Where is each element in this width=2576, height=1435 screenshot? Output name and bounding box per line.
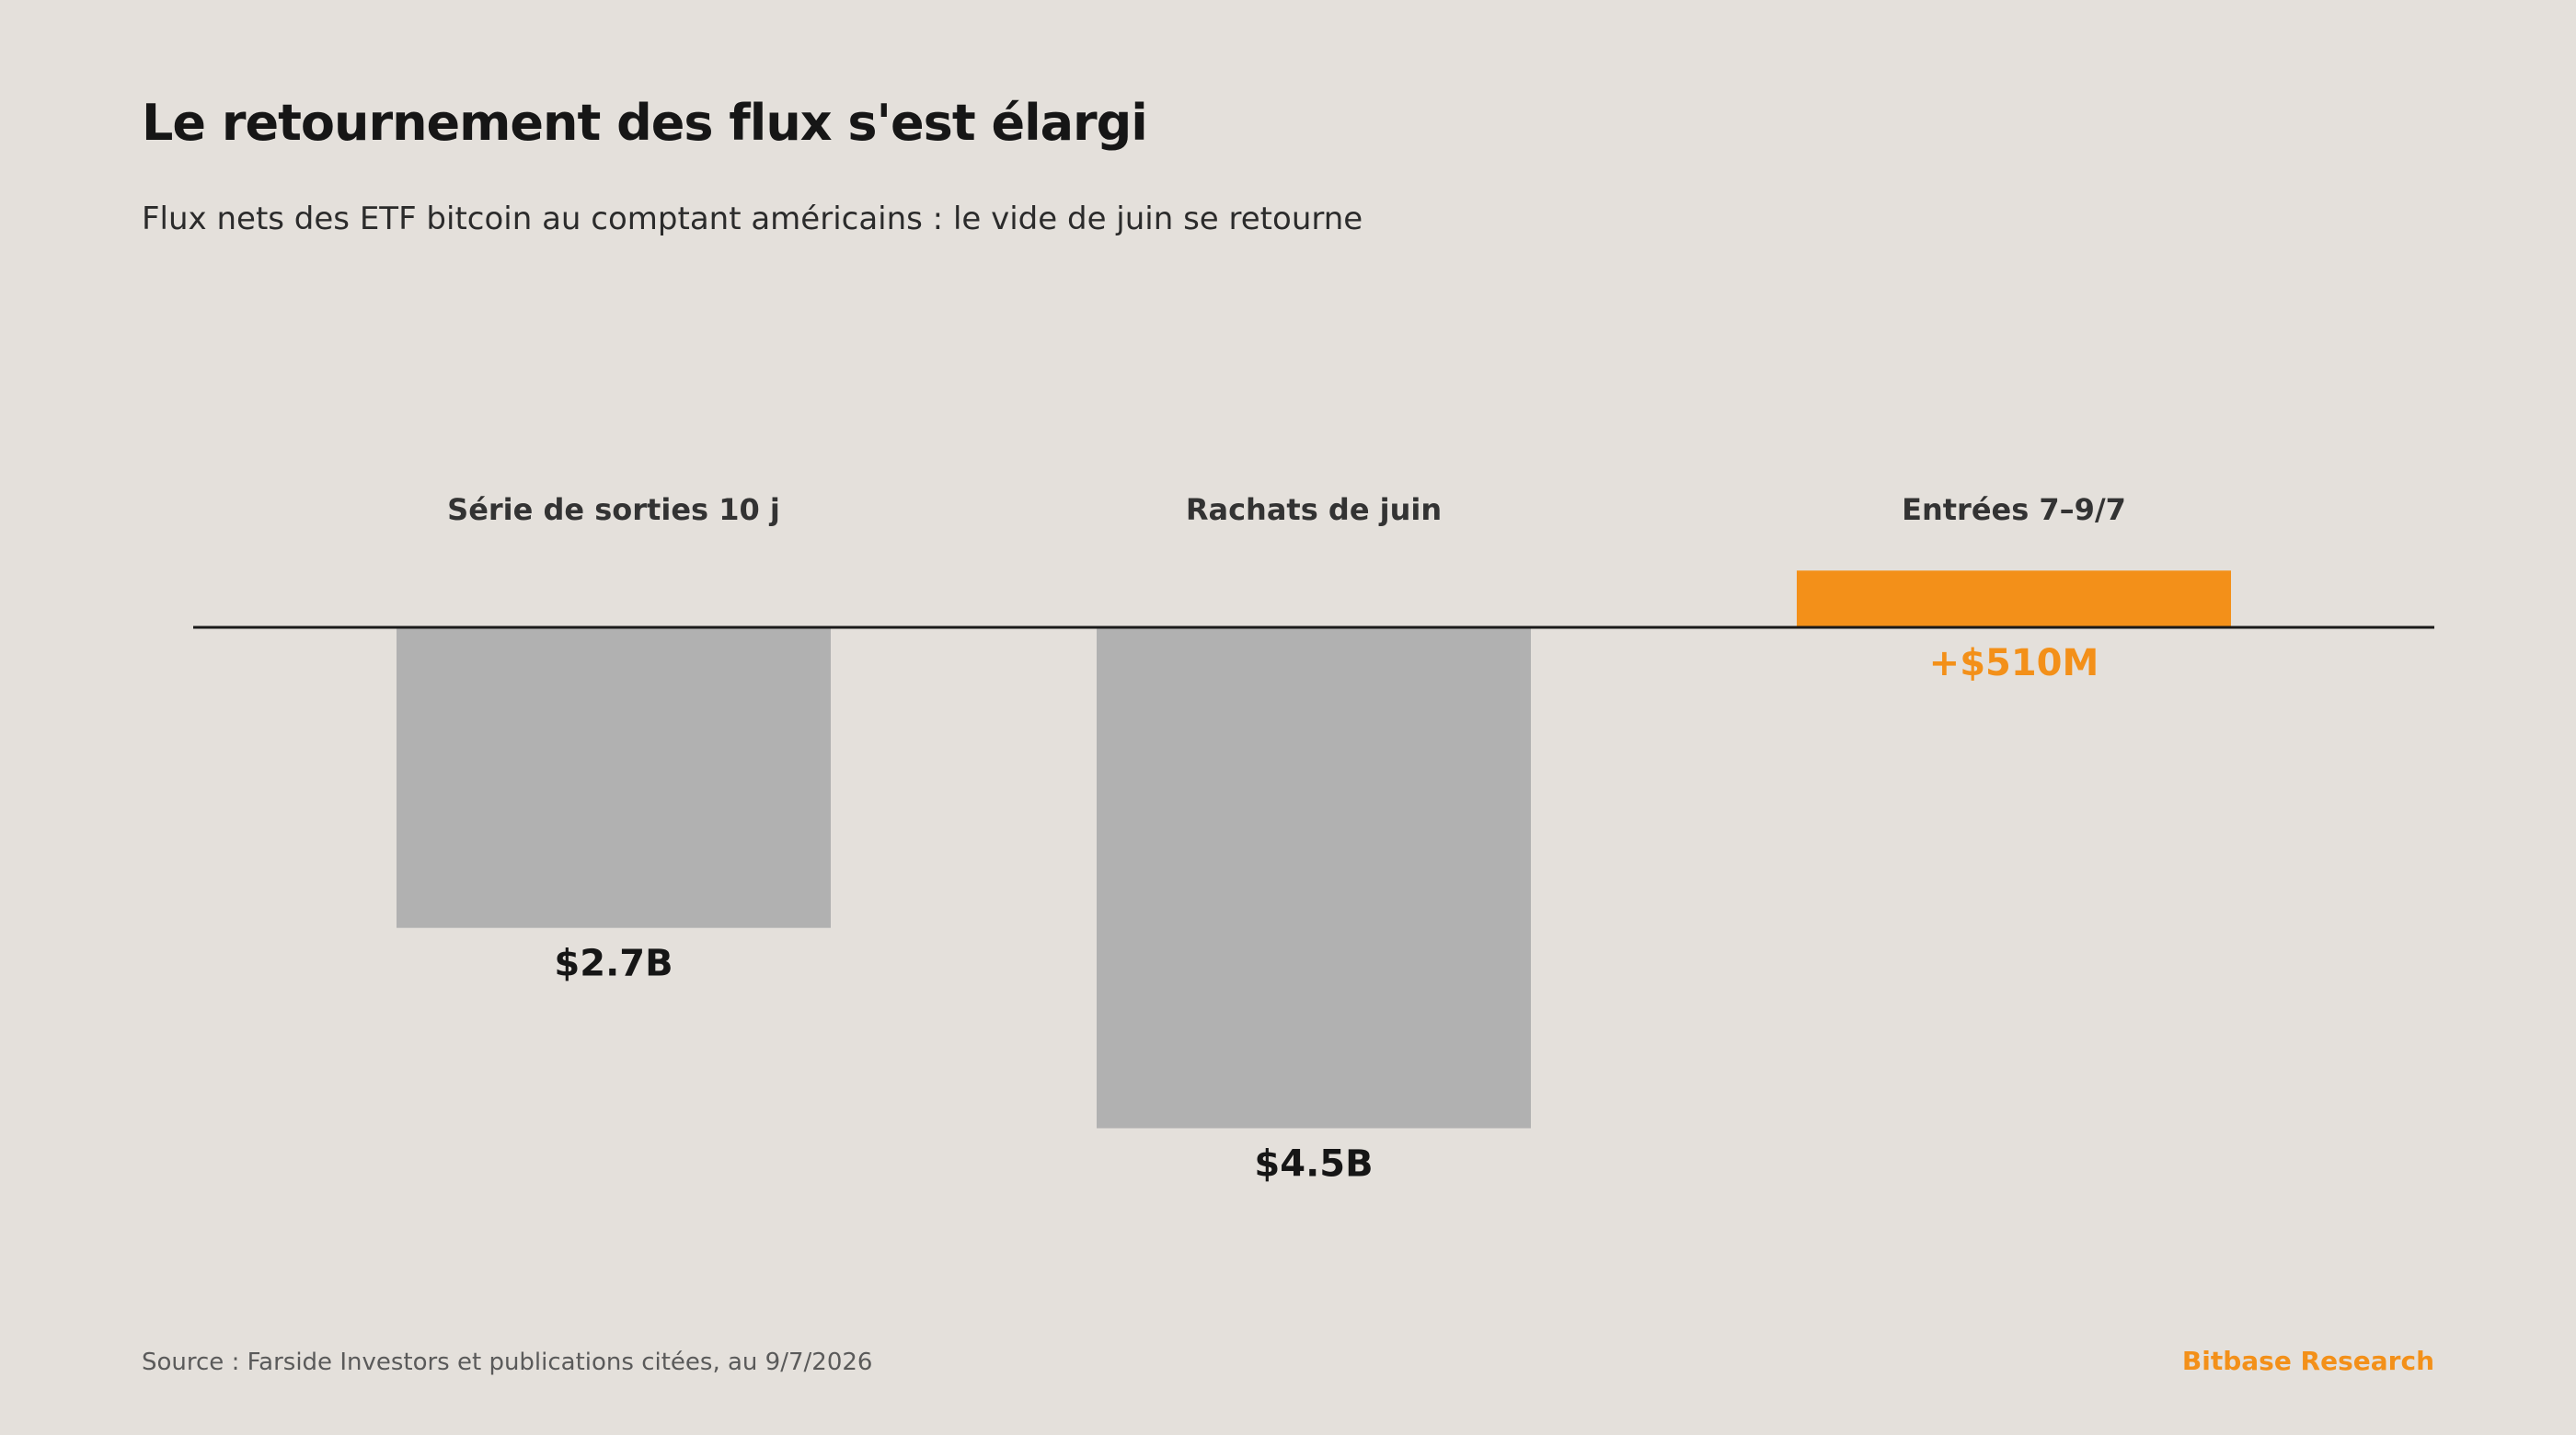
value-label-2: $4.5B: [1254, 1143, 1373, 1186]
category-label-2: Rachats de juin: [1186, 492, 1442, 527]
bar-3: [1797, 570, 2231, 627]
brand-logo-text: Bitbase Research: [2181, 1346, 2434, 1376]
bar-1: [397, 627, 831, 928]
value-label-1: $2.7B: [554, 943, 673, 985]
category-label-1: Série de sorties 10 j: [447, 492, 780, 527]
labels-group: Série de sorties 10 j $2.7B Rachats de jui…: [447, 492, 2126, 1186]
category-label-3: Entrées 7–9/7: [1902, 492, 2126, 527]
value-label-3: +$510M: [1929, 642, 2099, 684]
bar-2: [1097, 627, 1531, 1129]
source-note: Source : Farside Investors et publicatio…: [142, 1349, 873, 1376]
bars-group: [397, 570, 2231, 1129]
chart-subtitle: Flux nets des ETF bitcoin au comptant am…: [142, 201, 1363, 237]
chart-title: Le retournement des flux s'est élargi: [142, 94, 1148, 152]
